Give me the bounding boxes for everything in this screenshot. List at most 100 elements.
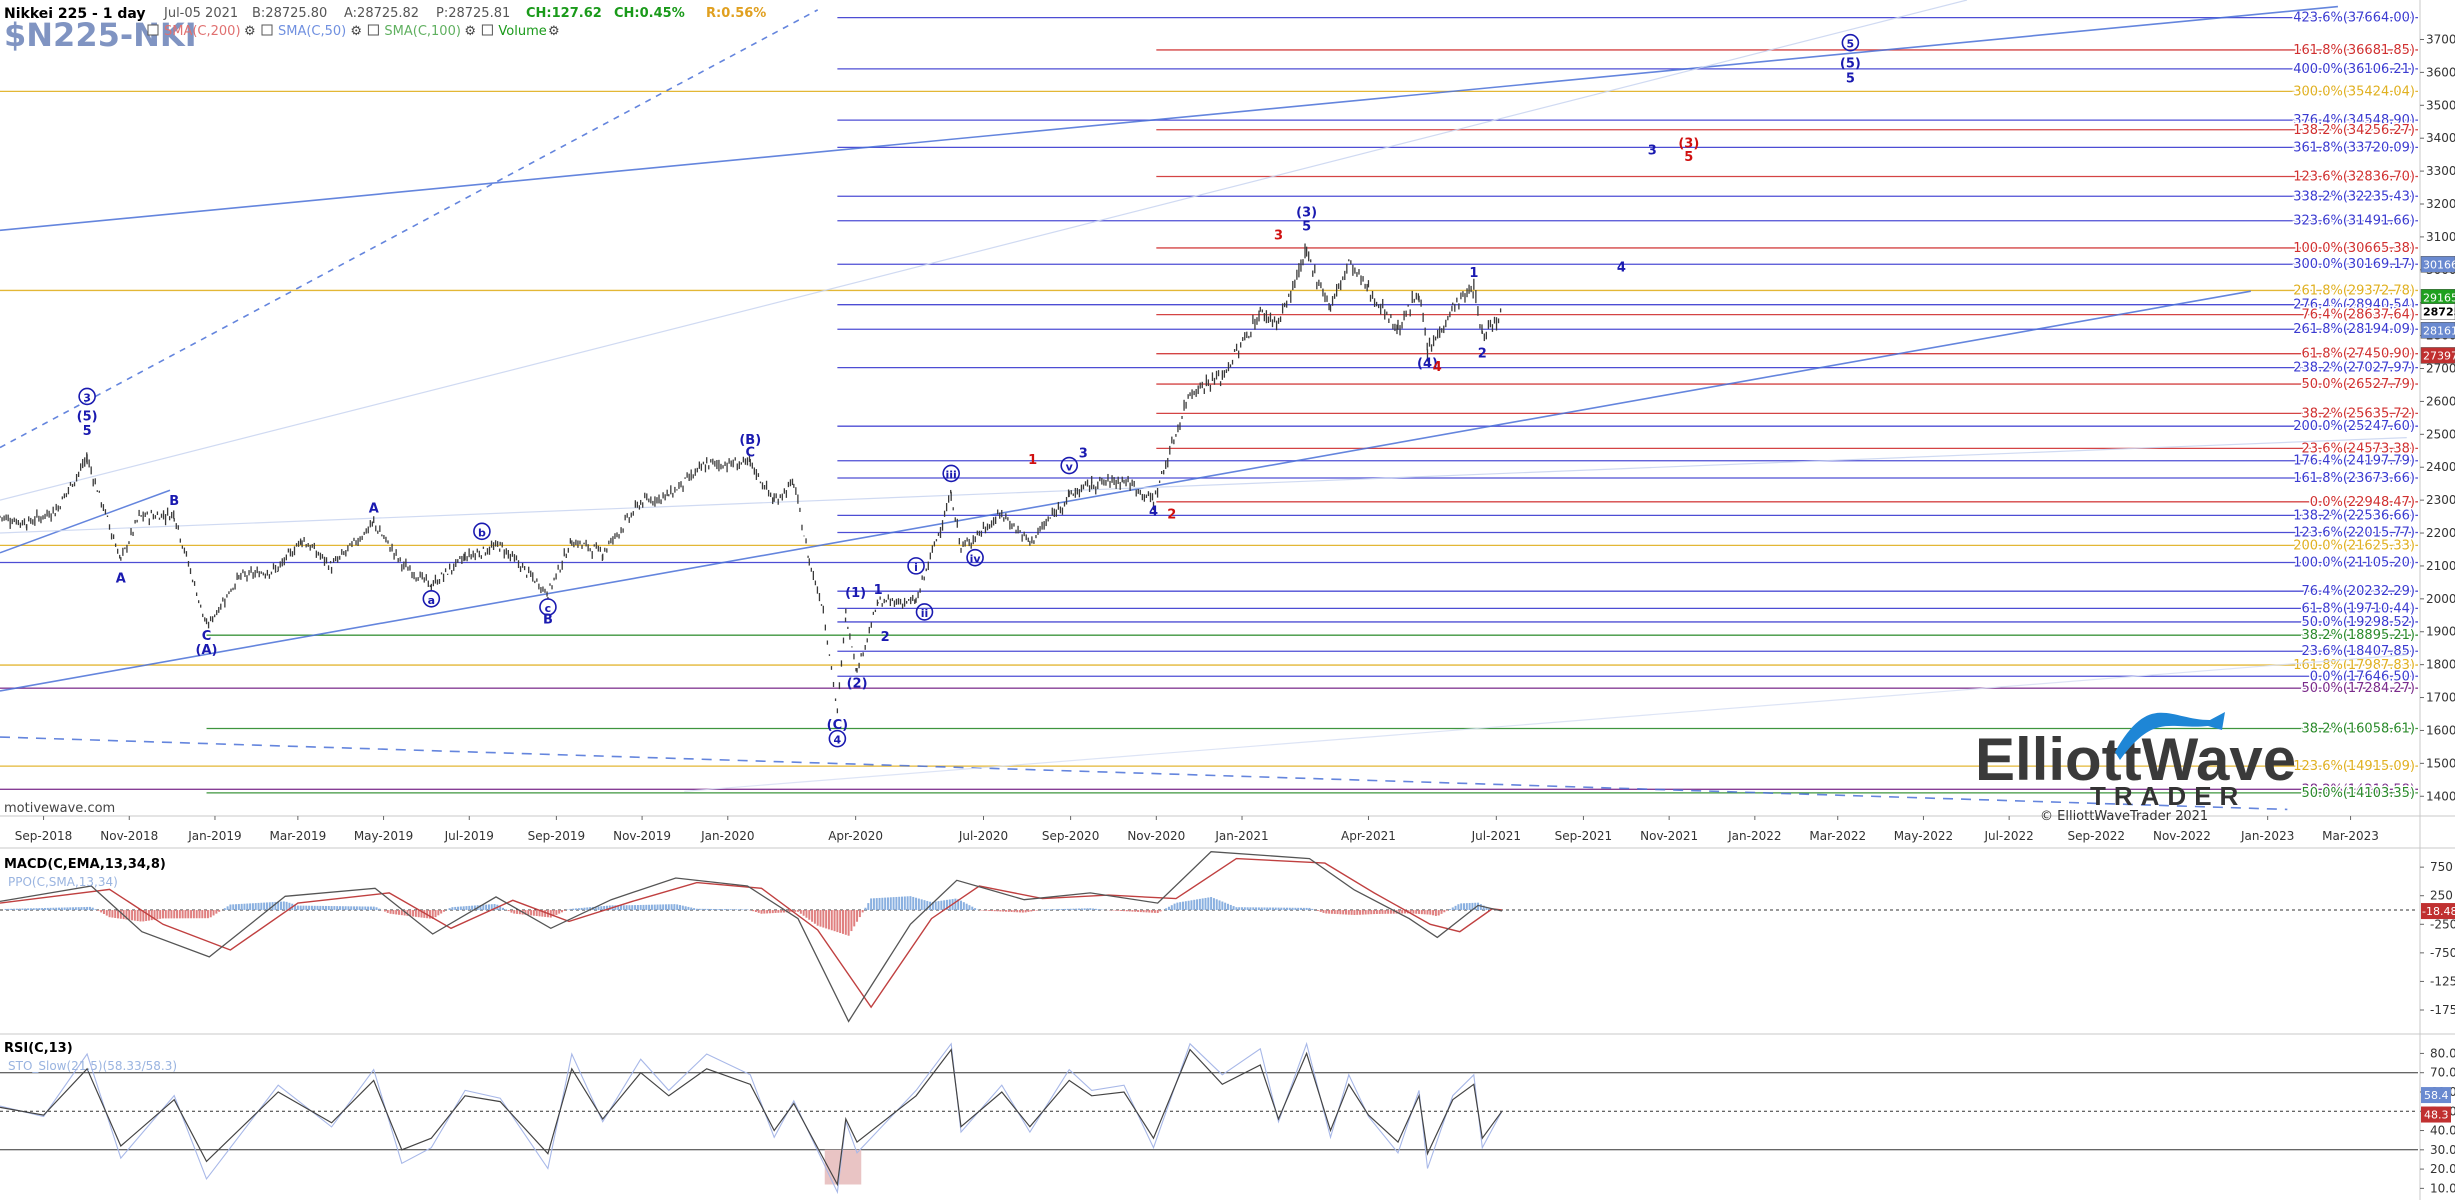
y-axis-tick-label: 16000 xyxy=(2426,723,2455,737)
wave-label: (3) xyxy=(1678,136,1699,151)
fib-level-label: 38.2%(14210.58) xyxy=(2302,782,2415,797)
fib-level-label: 38.2%(18895.21) xyxy=(2302,628,2415,643)
rsi-axis-tick-label: 10.0 xyxy=(2430,1181,2455,1195)
fib-level-label: 23.6%(18407.85) xyxy=(2302,644,2415,659)
x-axis-tick-label: Sep-2021 xyxy=(1555,829,1613,843)
price-badge xyxy=(2420,303,2455,320)
faint-trend-line xyxy=(0,437,2407,534)
wave-label: C xyxy=(745,446,755,461)
macd-axis-tick-label: 250 xyxy=(2430,889,2453,903)
wave-label-circle xyxy=(966,548,984,567)
fib-level-label: 38.2%(25635.72) xyxy=(2302,406,2415,421)
x-axis-tick-label: Jan-2021 xyxy=(1214,829,1268,843)
x-axis-tick-label: Mar-2023 xyxy=(2322,829,2379,843)
macd-axis-tick-label: 750 xyxy=(2430,860,2453,874)
y-axis-tick-label: 37000 xyxy=(2426,32,2455,46)
x-axis-band xyxy=(0,816,2455,850)
y-axis-tick-label: 21000 xyxy=(2426,559,2455,573)
rsi-axis-tick-label: 40.0 xyxy=(2430,1124,2455,1138)
rsi-oversold-shade xyxy=(824,1149,862,1185)
y-axis-tick-label: 19000 xyxy=(2426,625,2455,639)
price-badge xyxy=(2420,347,2455,364)
trend-channel-dashed xyxy=(0,736,2288,811)
wave-label-circle xyxy=(539,598,557,616)
wave-label: 5 xyxy=(83,424,92,439)
fib-level-label: 338.2%(32235.43) xyxy=(2293,189,2415,204)
indicator-toggle-icon xyxy=(147,24,159,36)
header-price: P:28725.81 xyxy=(436,6,510,21)
fib-level-label: 376.4%(34548.90) xyxy=(2293,113,2415,128)
wave-label-circle xyxy=(915,603,934,621)
wave-label-circle xyxy=(1841,33,1860,52)
indicator-label: SMA(C,200) xyxy=(164,24,241,39)
macd-current-text: -18.484 xyxy=(2422,905,2455,918)
x-axis-tick-label: Nov-2022 xyxy=(2153,829,2211,843)
macd-axis-tick-label: -1750 xyxy=(2430,1003,2455,1017)
price-badge-text: 27397.90 xyxy=(2423,349,2455,362)
price-badge-text: 28725.81 xyxy=(2423,306,2455,319)
x-axis-tick-label: Sep-2019 xyxy=(528,829,586,843)
wave-label: 3 xyxy=(1274,229,1283,244)
wave-label: A xyxy=(369,502,379,517)
x-axis-tick-label: Nov-2019 xyxy=(613,829,671,843)
wave-label: ii xyxy=(921,607,929,620)
sto-current-text: 48.3 xyxy=(2424,1109,2449,1122)
fib-level-label: 176.4%(24197.79) xyxy=(2293,454,2415,469)
wave-label: A xyxy=(116,571,126,586)
macd-current-badge xyxy=(2421,903,2455,920)
fib-level-label: 123.6%(22015.77) xyxy=(2293,526,2415,541)
wave-label-circle xyxy=(78,387,96,406)
y-axis-tick-label: 35000 xyxy=(2426,98,2455,112)
wave-label: 1 xyxy=(1028,453,1037,468)
fib-level-label: 238.2%(27027.97) xyxy=(2293,361,2415,376)
header-change-pct: CH:0.45% xyxy=(614,6,685,21)
y-axis-tick-label: 31000 xyxy=(2426,230,2455,244)
y-axis-tick-label: 20000 xyxy=(2426,592,2455,606)
y-axis-tick-label: 32000 xyxy=(2426,197,2455,211)
fib-level-label: 323.6%(31491.66) xyxy=(2293,214,2415,229)
fib-level-label: 400.0%(36106.21) xyxy=(2293,62,2415,77)
fib-level-label: 161.8%(23673.66) xyxy=(2293,471,2415,486)
header-ask: A:28725.82 xyxy=(344,6,419,21)
wave-label: 1 xyxy=(1469,266,1478,281)
x-axis-tick-label: Nov-2020 xyxy=(1127,829,1185,843)
x-axis-tick-label: Apr-2021 xyxy=(1341,829,1396,843)
wave-label: B xyxy=(543,613,553,628)
wave-label: 5 xyxy=(1302,219,1311,234)
fib-level-label: 261.8%(28194.09) xyxy=(2293,322,2415,337)
wave-label-circle xyxy=(907,557,925,575)
logo-swoosh-icon xyxy=(2115,712,2225,760)
faint-trend-line xyxy=(684,654,2407,792)
sto-slow-line xyxy=(0,1041,1503,1195)
y-axis-tick-label: 26000 xyxy=(2426,394,2455,408)
wave-label-circle xyxy=(942,464,960,483)
trend-channel-short xyxy=(0,489,171,554)
indicator-toggle-icon xyxy=(367,24,379,36)
fib-level-label: 50.0%(17284.27) xyxy=(2302,681,2415,696)
fib-level-label: 300.0%(35424.04) xyxy=(2293,84,2415,99)
x-axis-tick-label: May-2019 xyxy=(354,829,413,843)
fib-level-label: 61.8%(27450.90) xyxy=(2302,347,2415,362)
fib-level-label: 423.6%(37664.00) xyxy=(2293,11,2415,26)
wave-label: (5) xyxy=(1840,56,1861,71)
x-axis-tick-label: Mar-2019 xyxy=(269,829,326,843)
y-axis-tick-label: 15000 xyxy=(2426,756,2455,770)
x-axis-tick-label: Nov-2018 xyxy=(100,829,158,843)
wave-label: (1) xyxy=(845,586,866,601)
price-badge xyxy=(2420,322,2455,339)
sto-current-badge xyxy=(2421,1106,2451,1123)
rsi-subtitle: STO_Slow(21,5)(58.33/58.3) xyxy=(8,1059,177,1073)
fib-level-label: 76.4%(28637.64) xyxy=(2302,308,2415,323)
rsi-current-badge xyxy=(2421,1087,2451,1104)
fib-level-label: 61.8%(19710.44) xyxy=(2302,601,2415,616)
wave-label: 4 xyxy=(1433,360,1442,375)
header-bid: B:28725.80 xyxy=(252,6,327,21)
fib-level-label: 0.0%(22948.47) xyxy=(2310,495,2415,510)
x-axis-tick-label: Sep-2018 xyxy=(15,829,73,843)
rsi-title: RSI(C,13) xyxy=(4,1041,73,1056)
x-axis-tick-label: Sep-2020 xyxy=(1042,829,1100,843)
y-axis-tick-label: 27000 xyxy=(2426,362,2455,376)
gear-icon: ⚙ xyxy=(350,24,362,39)
rsi-line xyxy=(0,1048,1503,1187)
